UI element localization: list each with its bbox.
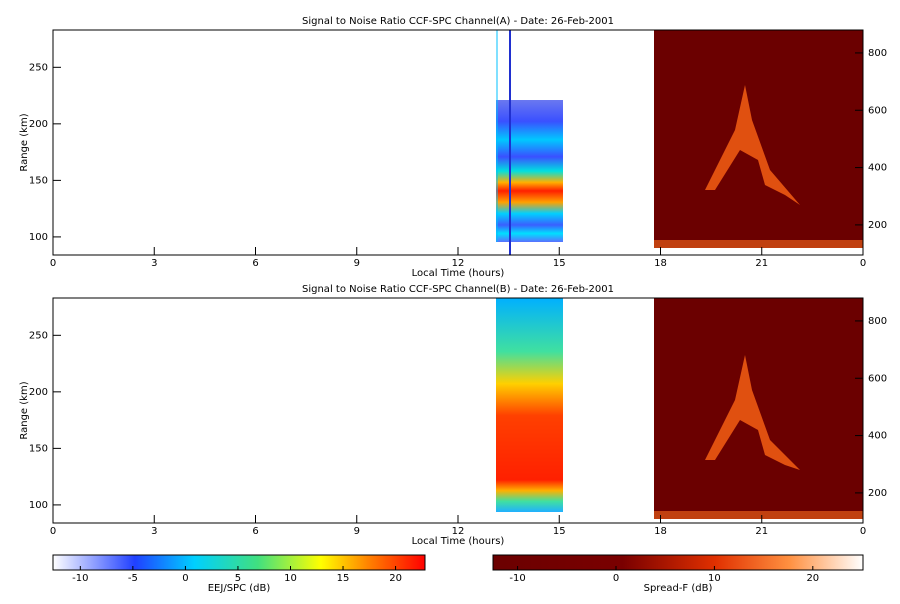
x-tick-label: 0 bbox=[860, 526, 866, 537]
x-tick-label: 0 bbox=[50, 258, 56, 269]
x-tick-label: 12 bbox=[452, 258, 465, 269]
colorbar-tick-label: 10 bbox=[284, 573, 297, 584]
y-axis-label: Range (km) bbox=[19, 113, 30, 171]
y2-tick-label: 600 bbox=[868, 373, 887, 384]
x-tick-label: 18 bbox=[654, 258, 667, 269]
y-tick-label: 150 bbox=[29, 175, 48, 186]
colorbar-tick-label: 15 bbox=[337, 573, 350, 584]
x-tick-label: 15 bbox=[553, 258, 566, 269]
colorbar-tick-label: -10 bbox=[509, 573, 525, 584]
x-tick-label: 18 bbox=[654, 526, 667, 537]
y2-tick-label: 800 bbox=[868, 316, 887, 327]
y2-tick-label: 400 bbox=[868, 163, 887, 174]
chart-title: Signal to Noise Ratio CCF-SPC Channel(B)… bbox=[302, 284, 614, 295]
x-tick-label: 6 bbox=[252, 258, 258, 269]
colorbar bbox=[52, 554, 426, 571]
colorbar bbox=[492, 554, 864, 571]
y2-tick-label: 200 bbox=[868, 488, 887, 499]
colorbar-label: EEJ/SPC (dB) bbox=[208, 583, 271, 594]
x-tick-label: 0 bbox=[50, 526, 56, 537]
x-tick-label: 15 bbox=[553, 526, 566, 537]
y-tick-label: 100 bbox=[29, 500, 48, 511]
x-tick-label: 21 bbox=[755, 258, 768, 269]
colorbar-tick-label: 10 bbox=[708, 573, 721, 584]
colorbar-tick-label: -10 bbox=[72, 573, 88, 584]
x-axis-label: Local Time (hours) bbox=[412, 268, 505, 279]
x-tick-label: 3 bbox=[151, 526, 157, 537]
x-tick-label: 3 bbox=[151, 258, 157, 269]
y2-tick-label: 200 bbox=[868, 220, 887, 231]
colorbar-tick-label: 0 bbox=[613, 573, 619, 584]
x-tick-label: 9 bbox=[354, 258, 360, 269]
x-tick-label: 6 bbox=[252, 526, 258, 537]
colorbar-tick-label: 5 bbox=[235, 573, 241, 584]
x-tick-label: 21 bbox=[755, 526, 768, 537]
y2-tick-label: 400 bbox=[868, 431, 887, 442]
colorbar-label: Spread-F (dB) bbox=[644, 583, 713, 594]
y-tick-label: 250 bbox=[29, 62, 48, 73]
y-tick-label: 200 bbox=[29, 119, 48, 130]
x-axis-label: Local Time (hours) bbox=[412, 536, 505, 547]
y2-tick-label: 800 bbox=[868, 48, 887, 59]
y2-tick-label: 600 bbox=[868, 105, 887, 116]
heatmap-image bbox=[496, 30, 863, 519]
colorbar-tick-label: 20 bbox=[389, 573, 402, 584]
colorbar-tick-label: 0 bbox=[182, 573, 188, 584]
x-tick-label: 12 bbox=[452, 526, 465, 537]
y-axis-label: Range (km) bbox=[19, 381, 30, 439]
colorbar-tick-label: -5 bbox=[128, 573, 138, 584]
y-tick-label: 250 bbox=[29, 330, 48, 341]
y-tick-label: 200 bbox=[29, 387, 48, 398]
y-tick-label: 100 bbox=[29, 232, 48, 243]
colorbar-tick-label: 20 bbox=[806, 573, 819, 584]
x-tick-label: 9 bbox=[354, 526, 360, 537]
chart-title: Signal to Noise Ratio CCF-SPC Channel(A)… bbox=[302, 16, 614, 27]
y-tick-label: 150 bbox=[29, 443, 48, 454]
x-tick-label: 0 bbox=[860, 258, 866, 269]
